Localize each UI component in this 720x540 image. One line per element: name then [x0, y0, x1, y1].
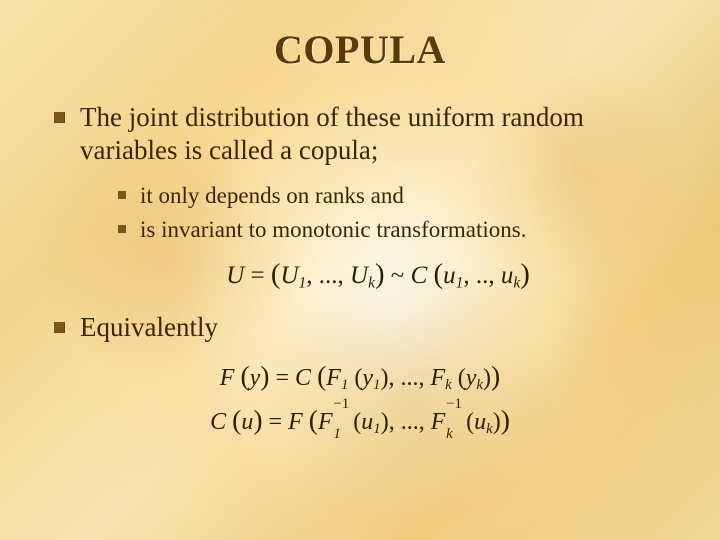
bullet-main-1: The joint distribution of these uniform … — [50, 101, 676, 293]
slide-title: COPULA — [44, 26, 676, 73]
sub-bullet-list: it only depends on ranks and is invarian… — [80, 181, 676, 245]
bullet-main-2-text: Equivalently — [80, 312, 218, 342]
bullet-main-1-text: The joint distribution of these uniform … — [80, 102, 584, 165]
bullet-main-2: Equivalently — [50, 311, 676, 344]
sub-bullet-2: is invariant to monotonic transformation… — [116, 215, 676, 245]
formula-C-of-u: C (u) = F (FX−11 (u1), ..., FX−1k (uk)) — [44, 404, 676, 438]
sub-bullet-1: it only depends on ranks and — [116, 181, 676, 211]
bullet-list: The joint distribution of these uniform … — [44, 101, 676, 344]
formula-copula-definition: U = (U1, ..., Uk) ~ C (u1, .., uk) — [80, 257, 676, 293]
sub-bullet-1-text: it only depends on ranks and — [140, 183, 404, 208]
slide: COPULA The joint distribution of these u… — [0, 0, 720, 540]
sub-bullet-2-text: is invariant to monotonic transformation… — [140, 217, 526, 242]
formula-F-of-y: F (y) = C (F1 (y1), ..., Fk (yk)) — [44, 360, 676, 394]
